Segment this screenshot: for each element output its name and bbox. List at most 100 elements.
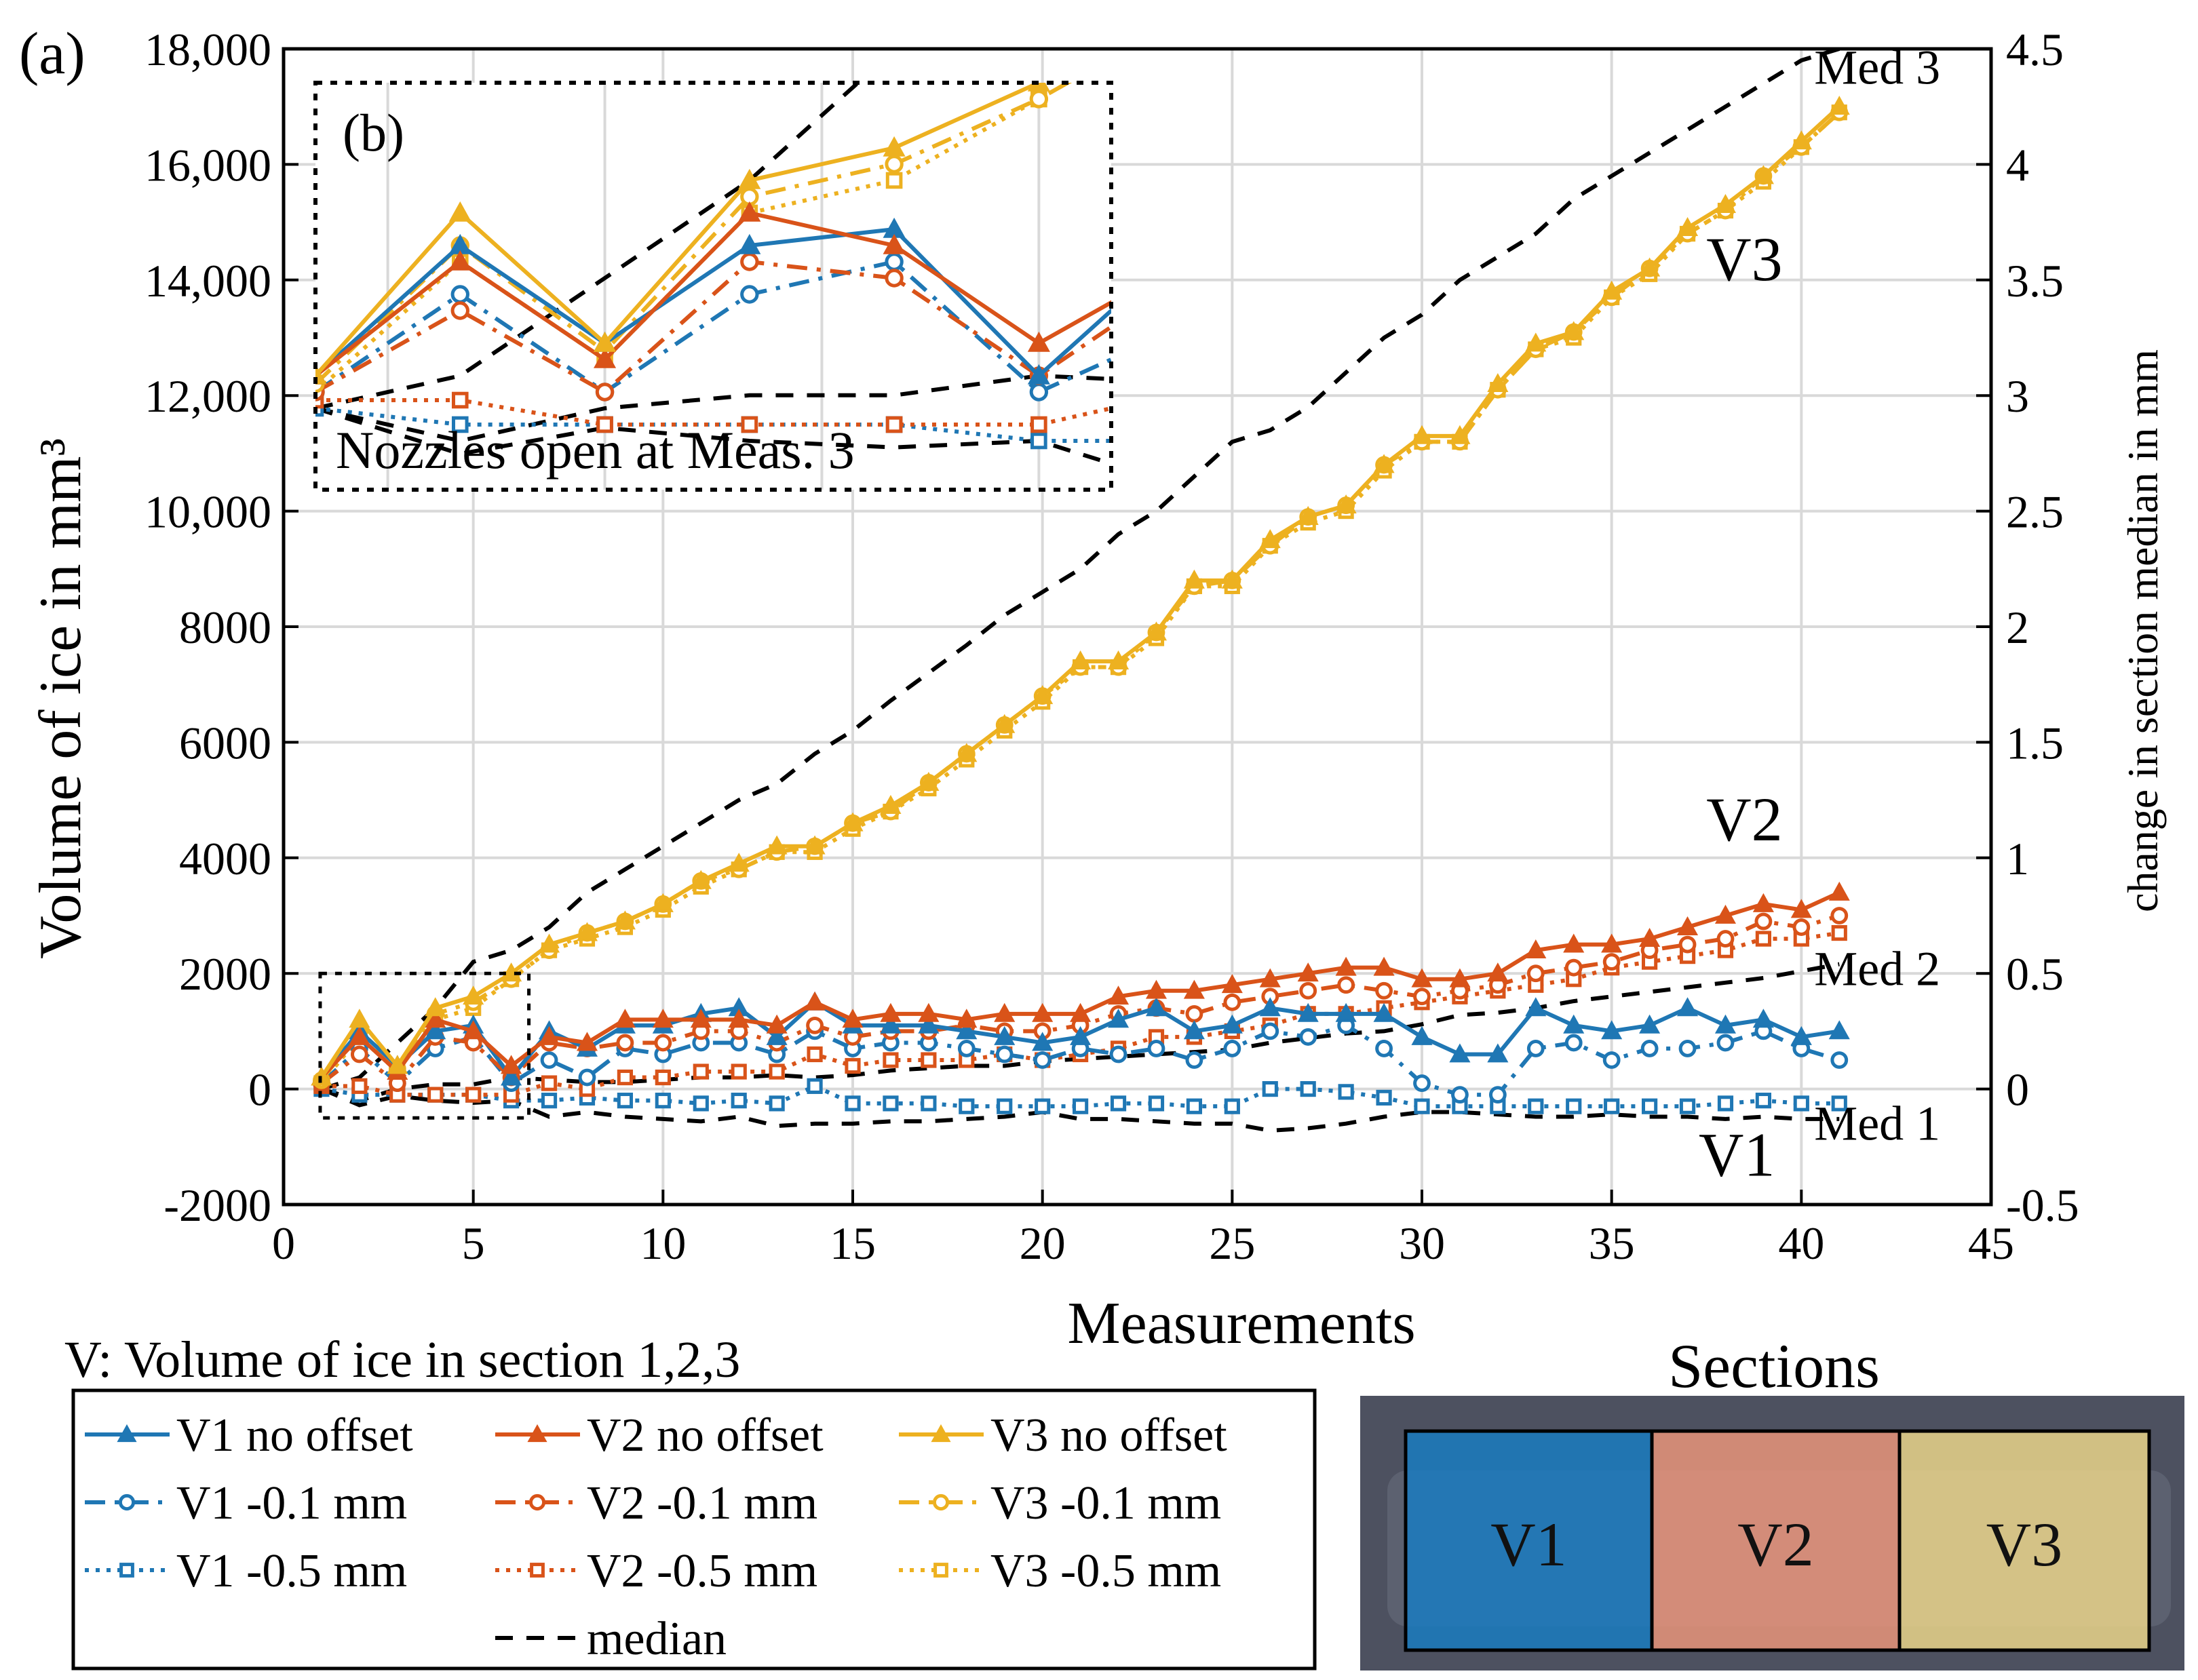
marker-circle: [595, 383, 615, 402]
marker-triangle: [1070, 650, 1092, 670]
marker-triangle: [690, 870, 712, 889]
marker-circle: [1033, 1051, 1052, 1069]
y-tick-label: 4000: [179, 833, 271, 884]
marker-triangle: [880, 1002, 902, 1022]
marker-square: [1566, 1098, 1582, 1114]
marker-triangle: [1411, 1025, 1433, 1045]
marker-circle: [1678, 935, 1697, 954]
y2-tick-label: 1.5: [2006, 717, 2064, 768]
marker-triangle: [2187, 155, 2198, 172]
marker-triangle: [576, 922, 598, 941]
series-v2-0-1-mm: [313, 907, 1849, 1092]
marker-circle: [1451, 1086, 1469, 1104]
marker-square: [1322, 402, 1335, 415]
y-tick-label: 10,000: [144, 486, 271, 538]
marker-square: [933, 1563, 948, 1578]
marker-circle: [1564, 1034, 1583, 1052]
marker-triangle: [387, 1055, 408, 1074]
marker-square: [119, 1563, 134, 1578]
y2-tick-label: 0: [2006, 1064, 2029, 1116]
legend-label: V1 -0.1 mm: [176, 1477, 407, 1529]
inset-panel-b: (b) Nozzles open at Meas. 3: [313, 10, 2198, 492]
marker-circle: [1716, 930, 1735, 948]
marker-circle: [118, 1493, 136, 1511]
marker-circle: [1321, 368, 1336, 383]
marker-triangle: [1319, 269, 1338, 286]
marker-triangle: [1639, 1014, 1661, 1034]
x-tick-label: 15: [830, 1217, 876, 1269]
marker-square: [1466, 369, 1480, 383]
y-tick-label: 16,000: [144, 139, 271, 191]
marker-circle: [1488, 1086, 1507, 1104]
marker-circle: [540, 1051, 558, 1069]
marker-triangle: [1183, 569, 1205, 589]
marker-circle: [450, 285, 469, 304]
legend-label: V1 -0.5 mm: [176, 1545, 407, 1597]
marker-triangle: [117, 1424, 137, 1443]
marker-triangle: [1411, 968, 1433, 988]
section-region-1: [1404, 1429, 1654, 1652]
marker-triangle: [463, 1020, 484, 1040]
marker-triangle: [527, 1424, 547, 1443]
marker-triangle: [1463, 203, 1482, 220]
marker-triangle: [956, 743, 978, 762]
y-tick-label: 6000: [179, 717, 271, 768]
marker-square: [427, 1087, 444, 1103]
marker-square: [1756, 442, 1769, 456]
marker-triangle: [1897, 171, 1916, 188]
marker-triangle: [994, 1002, 1016, 1022]
marker-triangle: [425, 997, 446, 1017]
marker-square: [1186, 1098, 1203, 1114]
marker-square: [1831, 1095, 1847, 1112]
y-tick-label: 18,000: [144, 24, 271, 75]
marker-square: [845, 1095, 861, 1112]
marker-triangle: [918, 1014, 940, 1034]
marker-triangle: [448, 201, 471, 222]
marker-circle: [740, 285, 759, 304]
marker-square: [451, 391, 469, 409]
marker-circle: [1830, 907, 1849, 924]
marker-circle: [1223, 1040, 1241, 1057]
marker-square: [997, 1098, 1013, 1114]
series-line: [321, 49, 1840, 1091]
marker-square: [693, 1063, 709, 1080]
marker-triangle: [315, 364, 327, 385]
marker-triangle: [1828, 881, 1850, 901]
marker-triangle: [1897, 203, 1916, 220]
legend-label: V2 -0.5 mm: [587, 1545, 817, 1597]
marker-circle: [1261, 1022, 1279, 1040]
marker-triangle: [1828, 1020, 1850, 1040]
legend-label: median: [587, 1613, 727, 1665]
marker-circle: [1176, 10, 1191, 25]
marker-triangle: [1107, 1009, 1130, 1028]
sections-title: Sections: [1668, 1331, 1880, 1401]
marker-triangle: [1487, 373, 1509, 393]
marker-triangle: [1297, 962, 1319, 982]
marker-circle: [1678, 1040, 1697, 1057]
legend-label: V3 -0.5 mm: [990, 1545, 1221, 1597]
y2-tick-label: 2.5: [2006, 486, 2064, 538]
legend-entry: V2 no offset: [495, 1409, 824, 1462]
legend-box: [71, 1388, 1317, 1671]
x-tick-label: 20: [1020, 1217, 1066, 1269]
marker-circle: [1299, 981, 1317, 1000]
marker-triangle: [1259, 968, 1281, 988]
y2-tick-label: -0.5: [2006, 1179, 2079, 1231]
marker-square: [1528, 1098, 1544, 1114]
series-v2-no-offset: [315, 201, 1916, 385]
marker-triangle: [1525, 939, 1547, 959]
marker-triangle: [1752, 1009, 1774, 1028]
panel-label-a: (a): [19, 21, 85, 87]
marker-square: [769, 1095, 785, 1112]
marker-triangle: [1032, 1002, 1054, 1022]
marker-circle: [1754, 912, 1773, 931]
marker-circle: [1526, 1040, 1545, 1057]
marker-triangle: [1032, 685, 1054, 705]
marker-triangle: [614, 910, 636, 930]
marker-triangle: [1790, 130, 1812, 150]
series-line: [320, 1087, 1840, 1133]
marker-circle: [1465, 271, 1480, 286]
series-v2-no-offset: [311, 881, 1850, 1086]
inset-note: Nozzles open at Meas. 3: [336, 421, 855, 480]
series-annotations: V3 V2 V1 Med 1 Med 2 Med 3: [1699, 40, 1940, 1189]
